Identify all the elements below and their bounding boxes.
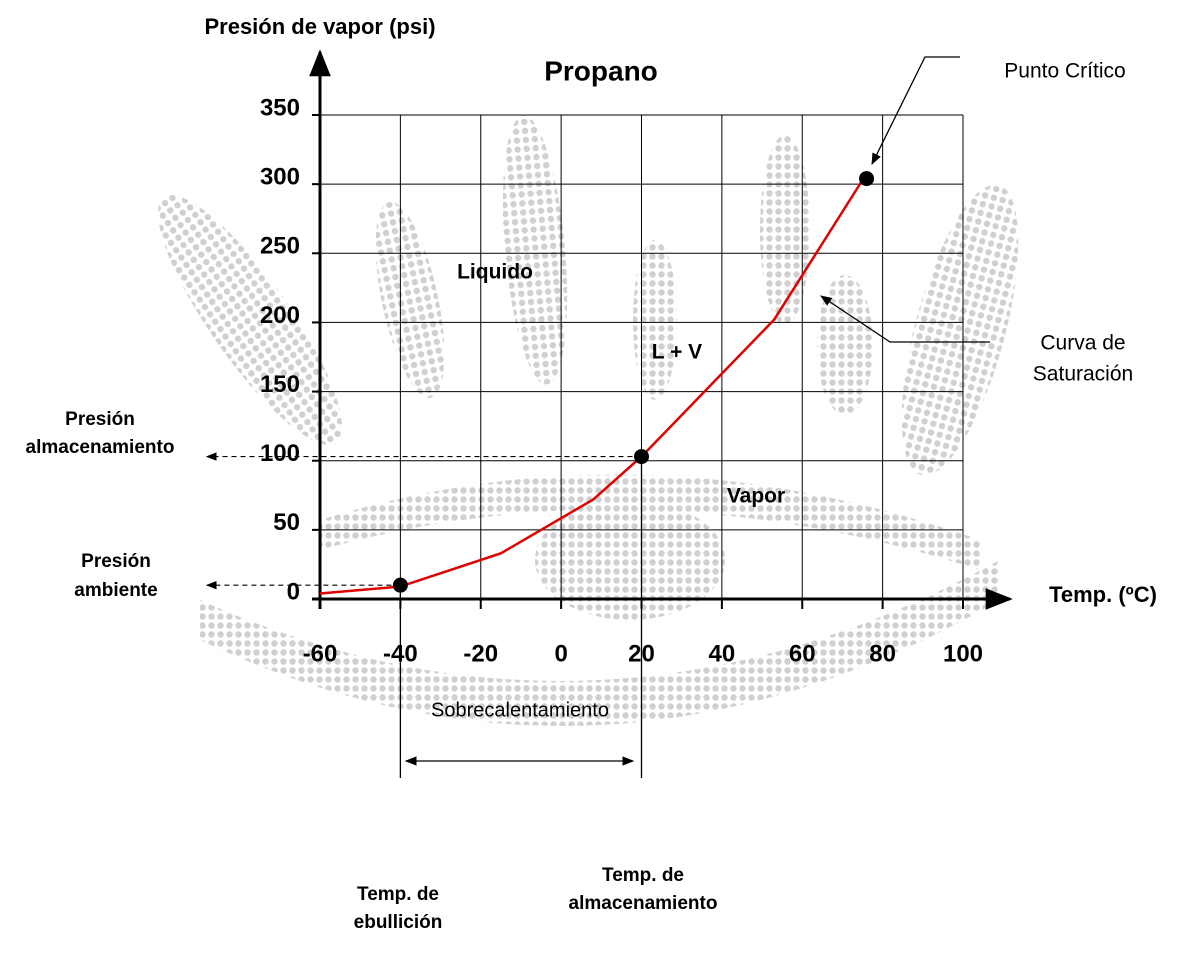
y-tick-label: 100 xyxy=(260,440,300,467)
point xyxy=(859,171,875,187)
y-axis-title: Presión de vapor (psi) xyxy=(204,14,435,39)
y-tick-label: 0 xyxy=(287,578,300,605)
y-tick-label: 150 xyxy=(260,371,300,398)
x-tick-label: -60 xyxy=(303,640,338,667)
x-tick-label: 80 xyxy=(869,640,896,667)
annotation-arrows xyxy=(404,56,990,766)
x-axis-title: Temp. (ºC) xyxy=(1049,582,1157,607)
region-label: Liquido xyxy=(457,261,533,284)
y-tick-label: 200 xyxy=(260,302,300,329)
y-tick-label: 50 xyxy=(273,509,300,536)
annotation: Presión xyxy=(81,551,151,572)
annotation: Temp. de xyxy=(357,884,439,905)
annotation: ebullición xyxy=(354,912,443,933)
chart-title: Propano xyxy=(544,55,658,86)
annotation: Saturación xyxy=(1033,363,1133,386)
point xyxy=(392,577,408,593)
x-tick-label: 60 xyxy=(789,640,816,667)
y-tick-label: 250 xyxy=(260,233,300,260)
x-tick-label: 100 xyxy=(943,640,983,667)
annotation: almacenamiento xyxy=(26,437,175,458)
x-tick-label: -20 xyxy=(463,640,498,667)
point xyxy=(634,449,649,465)
annotation: Curva de xyxy=(1040,332,1125,355)
annotation: ambiente xyxy=(74,580,157,601)
y-tick-label: 350 xyxy=(260,94,300,121)
halftone-background xyxy=(157,115,1019,726)
annotation: Punto Crítico xyxy=(1004,60,1125,83)
annotation: almacenamiento xyxy=(569,893,718,914)
region-label: L + V xyxy=(652,341,702,364)
annotation: Sobrecalentamiento xyxy=(431,699,609,721)
y-tick-label: 300 xyxy=(260,163,300,190)
series-line xyxy=(319,179,864,595)
x-tick-label: 40 xyxy=(709,640,736,667)
annotation: Temp. de xyxy=(602,865,684,886)
region-label: Vapor xyxy=(727,485,785,508)
x-tick-label: 0 xyxy=(554,640,567,667)
annotation: Presión xyxy=(65,409,135,430)
